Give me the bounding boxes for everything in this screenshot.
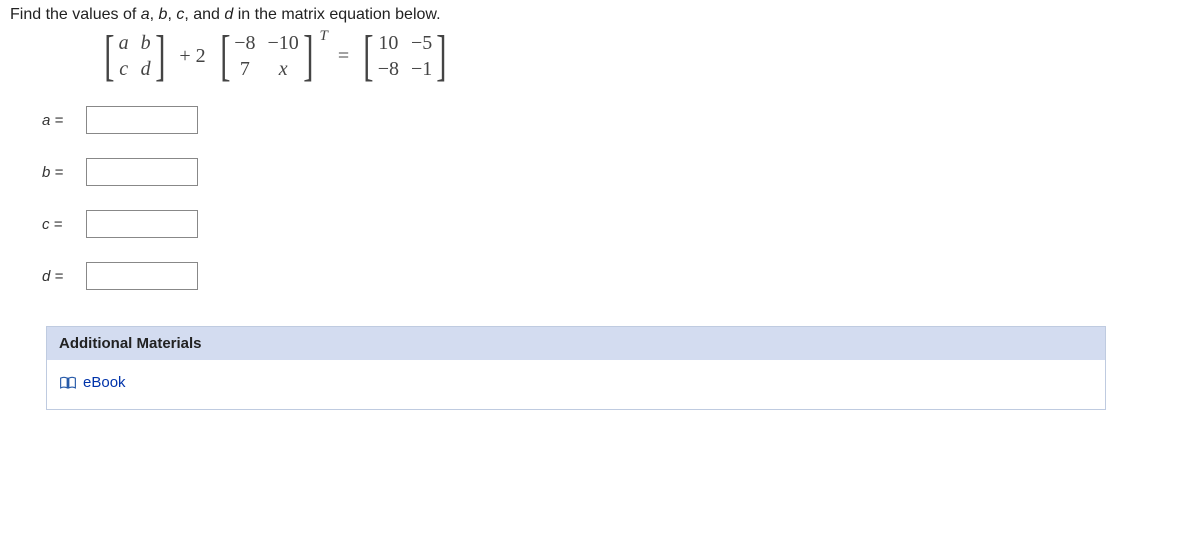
answer-fields: a = b = c = d = bbox=[42, 106, 1190, 290]
m3-r2c1: −8 bbox=[378, 58, 399, 81]
var-d: d bbox=[224, 6, 233, 23]
m3-r2c2: −1 bbox=[411, 58, 432, 81]
additional-materials-body: eBook bbox=[47, 360, 1105, 409]
m1-r1c2: b bbox=[141, 32, 151, 55]
answer-row-a: a = bbox=[42, 106, 1190, 134]
answer-row-d: d = bbox=[42, 262, 1190, 290]
additional-materials-box: Additional Materials eBook bbox=[46, 326, 1106, 410]
ebook-link[interactable]: eBook bbox=[83, 374, 126, 391]
prompt-and: , and bbox=[184, 6, 224, 23]
answer-label-c: c = bbox=[42, 216, 78, 233]
equals-sign: = bbox=[336, 45, 351, 68]
m2-r1c2: −10 bbox=[268, 32, 299, 55]
right-bracket-icon: ] bbox=[155, 35, 165, 77]
right-bracket-icon: ] bbox=[437, 35, 447, 77]
m2-r1c1: −8 bbox=[234, 32, 255, 55]
var-b: b bbox=[159, 6, 168, 23]
transpose-superscript: T bbox=[319, 28, 327, 45]
matrix-2: [ −8 −10 7 x ] bbox=[216, 30, 318, 82]
prompt-post: in the matrix equation below. bbox=[233, 6, 440, 23]
matrix-1: [ a b c d ] bbox=[100, 30, 169, 82]
m3-r1c1: 10 bbox=[378, 32, 398, 55]
answer-input-a[interactable] bbox=[86, 106, 198, 134]
answer-input-c[interactable] bbox=[86, 210, 198, 238]
ebook-icon bbox=[59, 376, 77, 390]
answer-input-b[interactable] bbox=[86, 158, 198, 186]
answer-row-c: c = bbox=[42, 210, 1190, 238]
answer-input-d[interactable] bbox=[86, 262, 198, 290]
left-bracket-icon: [ bbox=[104, 35, 114, 77]
answer-label-b: b = bbox=[42, 164, 78, 181]
question-prompt: Find the values of a, b, c, and d in the… bbox=[10, 6, 1190, 24]
left-bracket-icon: [ bbox=[220, 35, 230, 77]
scalar-operator: + 2 bbox=[177, 45, 207, 68]
var-a: a bbox=[141, 6, 150, 23]
answer-row-b: b = bbox=[42, 158, 1190, 186]
left-bracket-icon: [ bbox=[363, 35, 373, 77]
m1-r2c2: d bbox=[141, 58, 151, 81]
m3-r1c2: −5 bbox=[411, 32, 432, 55]
answer-label-d: d = bbox=[42, 268, 78, 285]
matrix-3: [ 10 −5 −8 −1 ] bbox=[359, 30, 451, 82]
m2-r2c2: x bbox=[279, 58, 288, 81]
additional-materials-header: Additional Materials bbox=[47, 327, 1105, 360]
right-bracket-icon: ] bbox=[303, 35, 313, 77]
prompt-pre: Find the values of bbox=[10, 6, 141, 23]
m1-r1c1: a bbox=[119, 32, 129, 55]
m1-r2c1: c bbox=[119, 58, 128, 81]
m2-r2c1: 7 bbox=[240, 58, 250, 81]
matrix-equation: [ a b c d ] + 2 [ −8 −10 7 x ] T = [ 10 … bbox=[100, 30, 1190, 82]
answer-label-a: a = bbox=[42, 112, 78, 129]
